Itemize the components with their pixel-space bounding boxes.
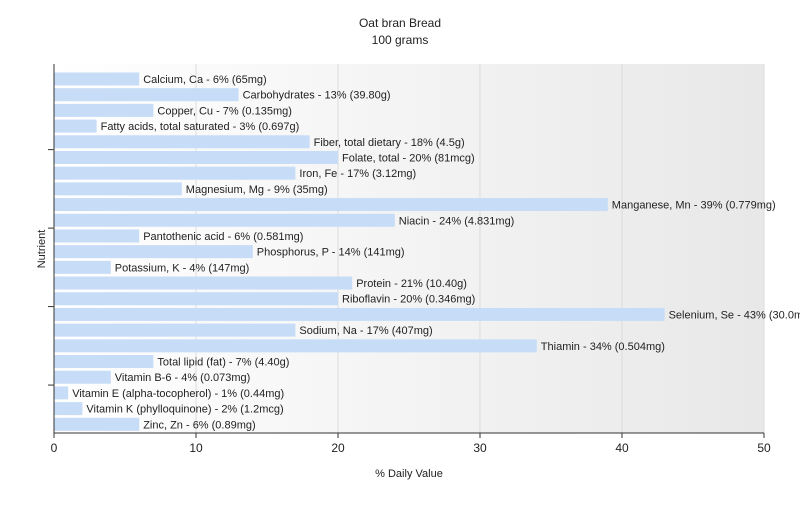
- bar-label: Vitamin E (alpha-tocopherol) - 1% (0.44m…: [72, 388, 284, 400]
- bar: [54, 150, 338, 164]
- y-axis-title: Nutrient: [36, 230, 48, 269]
- bar-label: Thiamin - 34% (0.504mg): [541, 341, 665, 353]
- x-tick-label: 50: [757, 441, 771, 455]
- bar: [54, 72, 140, 86]
- bar-label: Folate, total - 20% (81mcg): [342, 152, 475, 164]
- bar-label: Niacin - 24% (4.831mg): [399, 215, 515, 227]
- bar: [54, 166, 296, 180]
- bar: [54, 307, 665, 321]
- bar: [54, 386, 69, 400]
- bar: [54, 229, 140, 243]
- x-axis-title: % Daily Value: [375, 468, 443, 480]
- bar-label: Vitamin B-6 - 4% (0.073mg): [115, 372, 251, 384]
- bar: [54, 339, 537, 353]
- bars: Calcium, Ca - 6% (65mg) Carbohydrates - 1…: [54, 72, 800, 431]
- bar-label: Iron, Fe - 17% (3.12mg): [299, 168, 416, 180]
- bar: [54, 355, 154, 369]
- bar: [54, 276, 353, 290]
- chart-title: Oat bran Bread: [359, 16, 441, 30]
- x-tick-label: 0: [51, 441, 58, 455]
- bar-label: Magnesium, Mg - 9% (35mg): [186, 184, 328, 196]
- bar-label: Protein - 21% (10.40g): [356, 278, 467, 290]
- bar: [54, 323, 296, 337]
- bar: [54, 402, 83, 416]
- bar-label: Potassium, K - 4% (147mg): [115, 262, 250, 274]
- bar: [54, 292, 338, 306]
- bar: [54, 103, 154, 117]
- bar: [54, 119, 97, 133]
- bar: [54, 245, 253, 259]
- bar-label: Total lipid (fat) - 7% (4.40g): [157, 357, 289, 369]
- bar: [54, 213, 395, 227]
- bar-label: Carbohydrates - 13% (39.80g): [243, 90, 391, 102]
- grid-lines: [195, 64, 765, 433]
- bar-label: Calcium, Ca - 6% (65mg): [143, 74, 266, 86]
- bar: [54, 88, 239, 102]
- x-tick-label: 30: [473, 441, 487, 455]
- bar: [54, 182, 182, 196]
- bar: [54, 198, 608, 212]
- bar-label: Selenium, Se - 43% (30.0mcg): [669, 309, 800, 321]
- bar: [54, 135, 310, 149]
- chart-subtitle: 100 grams: [372, 33, 429, 47]
- bar: [54, 417, 140, 431]
- bar-label: Copper, Cu - 7% (0.135mg): [157, 105, 292, 117]
- bar-label: Zinc, Zn - 6% (0.89mg): [143, 419, 255, 431]
- bar-label: Fatty acids, total saturated - 3% (0.697…: [101, 121, 300, 133]
- bar-label: Vitamin K (phylloquinone) - 2% (1.2mcg): [86, 404, 283, 416]
- x-tick-label: 40: [615, 441, 629, 455]
- bar-label: Pantothenic acid - 6% (0.581mg): [143, 231, 303, 243]
- axes: 0 10 20 30 40 50: [48, 64, 771, 455]
- bar: [54, 370, 111, 384]
- x-tick-label: 10: [189, 441, 203, 455]
- bar-label: Riboflavin - 20% (0.346mg): [342, 294, 475, 306]
- x-tick-label: 20: [331, 441, 345, 455]
- bar: [54, 260, 111, 274]
- bar-label: Sodium, Na - 17% (407mg): [299, 325, 432, 337]
- bar-label: Phosphorus, P - 14% (141mg): [257, 247, 405, 259]
- bar-label: Manganese, Mn - 39% (0.779mg): [612, 200, 776, 212]
- bar-label: Fiber, total dietary - 18% (4.5g): [314, 137, 465, 149]
